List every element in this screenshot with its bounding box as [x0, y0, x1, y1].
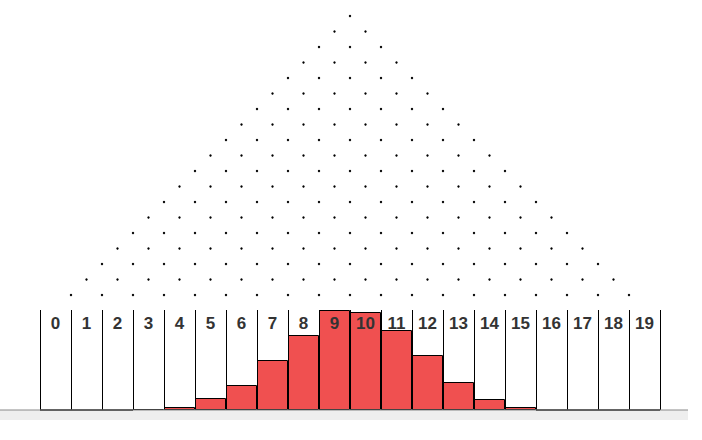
svg-text:3: 3: [144, 314, 153, 333]
svg-text:15: 15: [511, 314, 530, 333]
svg-text:8: 8: [299, 314, 308, 333]
svg-text:6: 6: [237, 314, 246, 333]
svg-text:7: 7: [268, 314, 277, 333]
svg-text:1: 1: [82, 314, 91, 333]
svg-text:12: 12: [418, 314, 437, 333]
svg-text:18: 18: [604, 314, 623, 333]
svg-text:13: 13: [449, 314, 468, 333]
svg-text:2: 2: [113, 314, 122, 333]
svg-text:17: 17: [573, 314, 592, 333]
svg-text:14: 14: [480, 314, 499, 333]
svg-text:19: 19: [635, 314, 654, 333]
svg-text:0: 0: [51, 314, 60, 333]
svg-text:10: 10: [356, 314, 375, 333]
svg-text:4: 4: [175, 314, 185, 333]
svg-text:16: 16: [542, 314, 561, 333]
svg-text:11: 11: [388, 314, 406, 333]
svg-text:5: 5: [206, 314, 215, 333]
svg-text:9: 9: [330, 314, 339, 333]
